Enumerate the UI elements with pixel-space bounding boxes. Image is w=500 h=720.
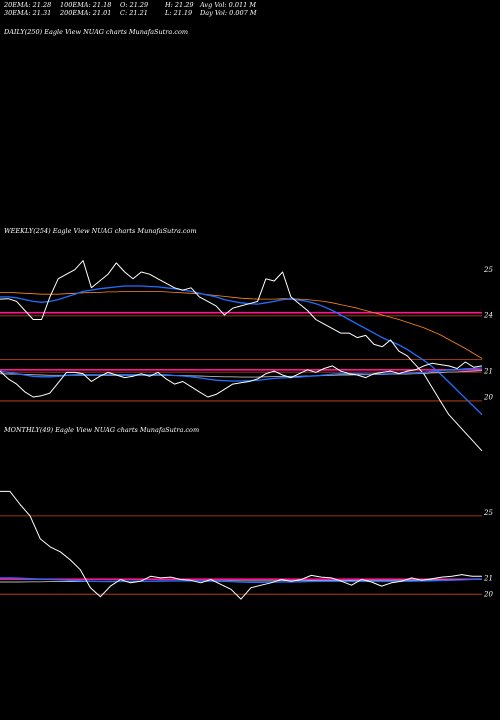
stat-low: L: 21.19: [165, 9, 193, 17]
stat-ema200: 200EMA: 21.01: [60, 9, 112, 17]
weekly-lower-price-line: [0, 361, 483, 398]
stat-day-vol: Day Vol: 0.007 M: [200, 9, 257, 17]
stat-avg-vol: Avg Vol: 0.011 M: [200, 1, 257, 9]
weekly-panel-title: WEEKLY(254) Eagle View NUAG charts Munaf…: [4, 227, 197, 235]
stat-close: C: 21.21: [120, 9, 148, 17]
monthly-tick-21: 21: [483, 574, 493, 582]
weekly-upper-ema-long-line: [0, 290, 483, 359]
stat-ema100: 100EMA: 21.18: [60, 1, 112, 9]
stat-ema20: 20EMA: 21.28: [4, 1, 52, 9]
monthly-price-line: [0, 490, 482, 600]
monthly-ema-long-line: [0, 578, 483, 583]
weekly-tick-20: 20: [483, 394, 493, 402]
monthly-tick-20: 20: [483, 591, 493, 599]
stat-open: O: 21.29: [120, 1, 149, 9]
weekly-tick-25: 25: [483, 266, 493, 274]
stat-ema30: 30EMA: 21.31: [4, 9, 52, 17]
monthly-tick-25: 25: [483, 509, 493, 517]
weekly-lower-ema-short-line: [0, 367, 483, 382]
stat-high: H: 21.29: [165, 1, 194, 9]
weekly-tick-24: 24: [483, 312, 493, 320]
monthly-panel-title: MONTHLY(49) Eagle View NUAG charts Munaf…: [4, 426, 200, 434]
weekly-tick-21: 21: [483, 368, 493, 376]
weekly-upper-ema-short-line: [0, 285, 483, 416]
daily-panel-title: DAILY(250) Eagle View NUAG charts Munafa…: [4, 28, 189, 36]
weekly-upper-price-line: [0, 260, 483, 452]
